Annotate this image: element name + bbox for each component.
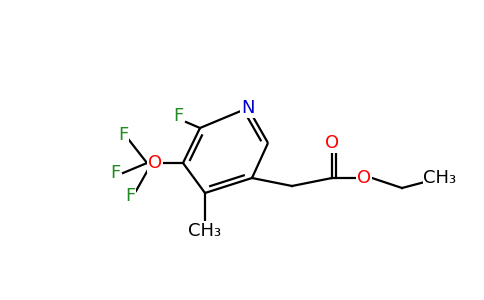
- Text: N: N: [241, 99, 255, 117]
- Text: O: O: [325, 134, 339, 152]
- Text: F: F: [110, 164, 120, 182]
- Text: F: F: [173, 107, 183, 125]
- Text: F: F: [125, 187, 135, 205]
- Text: CH₃: CH₃: [424, 169, 456, 187]
- Text: F: F: [118, 126, 128, 144]
- Text: O: O: [148, 154, 162, 172]
- Text: CH₃: CH₃: [188, 222, 222, 240]
- Text: O: O: [357, 169, 371, 187]
